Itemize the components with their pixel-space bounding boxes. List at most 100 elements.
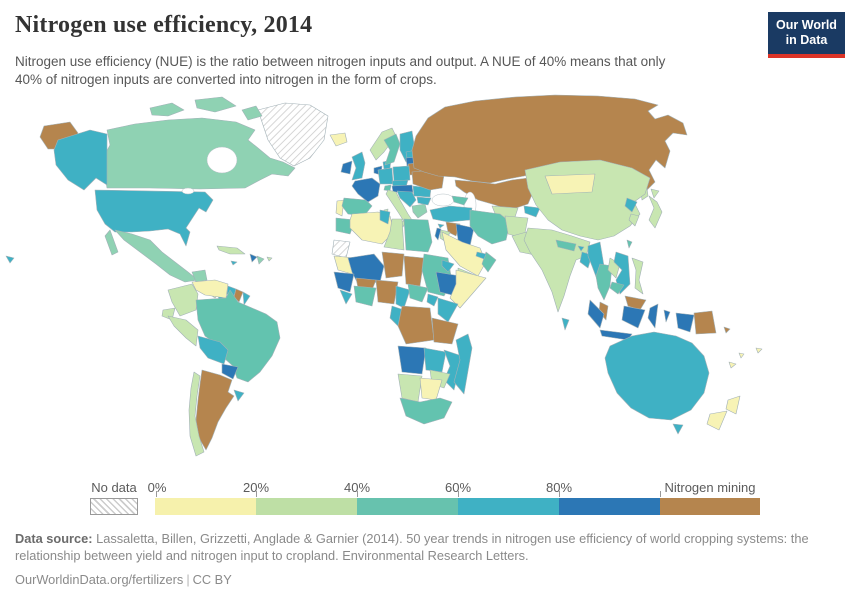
country-mongolia[interactable] [544, 173, 596, 195]
country-papua-new-guinea[interactable] [693, 310, 717, 335]
country-cambodia[interactable] [609, 281, 625, 295]
country-egypt[interactable] [403, 218, 433, 253]
country-greenland[interactable] [257, 102, 329, 167]
country-solomon-islands[interactable] [723, 326, 731, 334]
country-nepal[interactable] [555, 239, 577, 252]
country-mexico-yucatan[interactable] [191, 269, 208, 283]
country-tasmania[interactable] [672, 423, 684, 435]
country-north-korea[interactable] [624, 197, 638, 213]
country-united-kingdom[interactable] [351, 151, 366, 181]
no-data-swatch[interactable] [90, 498, 138, 515]
legend-segment-5[interactable] [660, 498, 760, 515]
country-suriname[interactable] [233, 288, 244, 303]
country-sierra-leone-liberia[interactable] [339, 289, 353, 305]
country-new-zealand-south[interactable] [706, 410, 728, 431]
country-central-african-republic[interactable] [407, 283, 429, 303]
country-japan[interactable] [648, 195, 663, 229]
country-bhutan[interactable] [577, 245, 585, 252]
country-chile[interactable] [188, 371, 205, 457]
country-sri-lanka[interactable] [561, 317, 570, 331]
country-poland[interactable] [392, 165, 411, 183]
country-canada[interactable] [101, 117, 296, 190]
country-western-sahara[interactable] [331, 239, 351, 259]
country-jamaica[interactable] [230, 260, 238, 266]
country-japan-hokkaido[interactable] [650, 188, 660, 199]
country-russia[interactable] [411, 94, 688, 192]
country-new-zealand-north[interactable] [725, 395, 741, 415]
country-tunisia[interactable] [379, 209, 391, 225]
country-indonesia-papua[interactable] [675, 312, 695, 333]
country-israel[interactable] [434, 227, 442, 241]
country-bulgaria[interactable] [416, 196, 432, 206]
country-new-caledonia[interactable] [728, 361, 737, 369]
country-philippines[interactable] [631, 257, 644, 295]
country-kyrgyzstan-tajikistan[interactable] [523, 205, 541, 218]
country-greece[interactable] [411, 203, 428, 219]
country-senegal-guinea[interactable] [333, 271, 355, 293]
country-nigeria[interactable] [375, 279, 399, 305]
country-taiwan[interactable] [626, 239, 633, 249]
country-haiti[interactable] [249, 253, 258, 263]
country-australia[interactable] [604, 331, 710, 421]
country-puerto-rico[interactable] [266, 256, 273, 262]
country-canada-arctic-island[interactable] [241, 105, 263, 121]
country-south-africa[interactable] [399, 397, 453, 425]
country-niger[interactable] [381, 251, 405, 279]
country-paraguay[interactable] [221, 363, 239, 380]
country-chad[interactable] [403, 255, 425, 287]
owid-logo[interactable]: Our World in Data [768, 12, 845, 58]
country-argentina[interactable] [195, 369, 235, 451]
country-indonesia-sumatra[interactable] [587, 299, 605, 329]
country-saudi-arabia[interactable] [441, 231, 487, 277]
country-peru[interactable] [167, 315, 199, 347]
country-turkey[interactable] [429, 205, 473, 223]
country-tanzania[interactable] [431, 317, 459, 345]
country-madagascar[interactable] [453, 333, 473, 395]
country-caucasus[interactable] [451, 195, 469, 206]
country-colombia[interactable] [167, 283, 199, 317]
country-iran[interactable] [469, 209, 511, 245]
country-oman[interactable] [481, 251, 497, 273]
country-dominican-republic[interactable] [256, 255, 265, 265]
owid-link[interactable]: OurWorldinData.org/fertilizers [15, 571, 184, 587]
country-uae-qatar[interactable] [475, 251, 487, 260]
legend-segment-0[interactable] [155, 498, 256, 515]
country-kazakhstan[interactable] [454, 177, 535, 211]
country-portugal[interactable] [335, 199, 345, 217]
country-indonesia-sulawesi[interactable] [647, 303, 659, 329]
country-angola[interactable] [397, 345, 427, 375]
country-namibia[interactable] [397, 373, 423, 403]
country-bolivia[interactable] [197, 335, 229, 365]
legend-segment-1[interactable] [256, 498, 357, 515]
country-germany[interactable] [377, 167, 394, 185]
license-link[interactable]: CC BY [192, 571, 232, 587]
country-brazil[interactable] [195, 289, 281, 383]
legend-segment-3[interactable] [458, 498, 559, 515]
country-french-guiana[interactable] [242, 291, 251, 306]
country-uganda[interactable] [426, 293, 439, 307]
country-ghana-ivory-coast[interactable] [353, 285, 377, 307]
country-fiji[interactable] [755, 347, 763, 354]
country-zambia[interactable] [423, 347, 447, 373]
country-usa-hawaii[interactable] [5, 255, 15, 264]
country-botswana[interactable] [419, 377, 443, 401]
country-eritrea[interactable] [441, 259, 455, 273]
country-south-korea[interactable] [628, 213, 640, 227]
country-canada-arctic-island[interactable] [194, 96, 237, 113]
country-iceland[interactable] [329, 132, 348, 147]
country-uruguay[interactable] [233, 389, 245, 402]
country-cuba[interactable] [216, 245, 246, 255]
country-sweden[interactable] [383, 133, 401, 166]
country-france[interactable] [351, 177, 381, 203]
country-ireland[interactable] [340, 160, 353, 175]
country-switzerland[interactable] [383, 184, 392, 192]
country-mexico-baja[interactable] [104, 229, 119, 256]
country-cameroon[interactable] [395, 285, 411, 309]
country-libya[interactable] [383, 218, 405, 251]
country-usa-alaska[interactable] [53, 129, 108, 191]
country-canada-arctic-island[interactable] [149, 102, 185, 117]
legend-segment-2[interactable] [357, 498, 458, 515]
legend-segment-4[interactable] [559, 498, 660, 515]
country-vanuatu[interactable] [738, 352, 745, 359]
country-cyprus[interactable] [437, 223, 445, 229]
